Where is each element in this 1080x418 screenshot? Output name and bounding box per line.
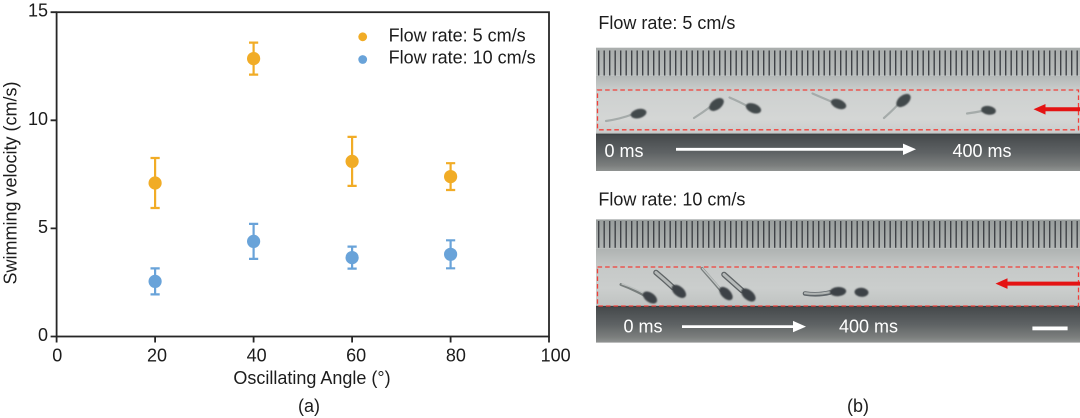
svg-text:Flow rate: 10 cm/s: Flow rate: 10 cm/s — [389, 48, 536, 68]
svg-text:15: 15 — [28, 1, 48, 21]
svg-text:10: 10 — [28, 109, 48, 129]
svg-text:(a): (a) — [298, 396, 320, 416]
svg-text:Flow rate: 10 cm/s: Flow rate: 10 cm/s — [598, 190, 745, 210]
svg-text:(b): (b) — [847, 396, 869, 416]
svg-text:0: 0 — [38, 325, 48, 345]
svg-text:0 ms: 0 ms — [624, 316, 663, 336]
svg-text:Swimming velocity (cm/s): Swimming velocity (cm/s) — [1, 81, 21, 284]
svg-text:Oscillating Angle (°): Oscillating Angle (°) — [233, 368, 390, 388]
svg-text:Flow rate: 5 cm/s: Flow rate: 5 cm/s — [389, 25, 526, 45]
svg-text:80: 80 — [446, 346, 466, 366]
svg-text:40: 40 — [247, 346, 267, 366]
svg-text:5: 5 — [38, 217, 48, 237]
svg-text:Flow rate: 5 cm/s: Flow rate: 5 cm/s — [598, 13, 735, 33]
svg-text:400 ms: 400 ms — [839, 316, 898, 336]
svg-text:0: 0 — [52, 346, 62, 366]
svg-text:0 ms: 0 ms — [605, 141, 644, 161]
svg-text:20: 20 — [147, 346, 167, 366]
svg-text:400 ms: 400 ms — [953, 141, 1012, 161]
svg-text:100: 100 — [541, 346, 571, 366]
svg-text:60: 60 — [346, 346, 366, 366]
